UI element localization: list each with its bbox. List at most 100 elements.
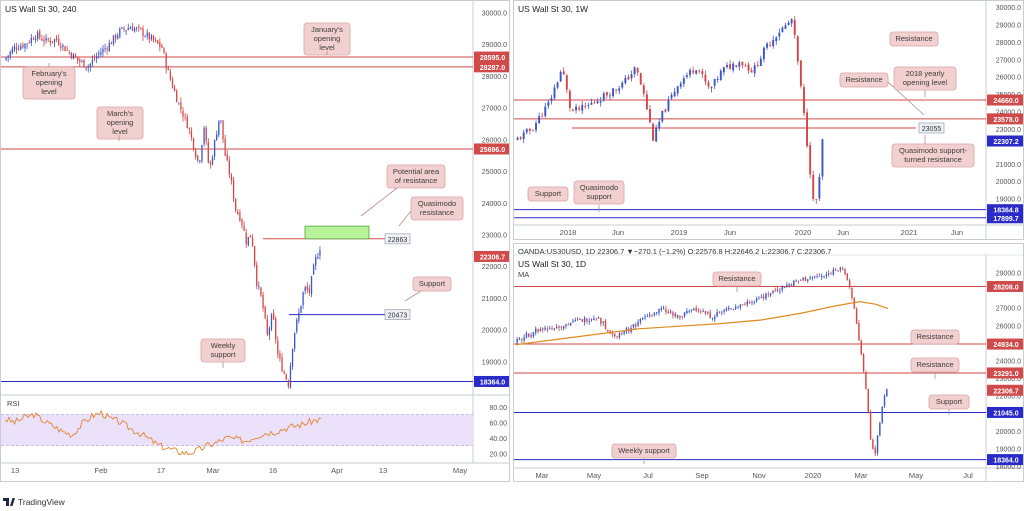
candle-daily-body xyxy=(609,330,611,334)
candle-weekly-body xyxy=(556,82,559,88)
callout-march-opening-text: level xyxy=(112,127,128,136)
candle-4h-body xyxy=(180,102,182,110)
candle-weekly-body xyxy=(762,47,765,60)
candle-4h-body xyxy=(270,314,273,330)
candle-daily-body xyxy=(632,324,635,328)
candle-daily-body xyxy=(576,319,579,321)
candle-4h-body xyxy=(277,340,279,355)
candle-4h-body xyxy=(79,59,81,62)
candle-weekly-body xyxy=(670,95,673,99)
candle-4h-body xyxy=(70,52,73,58)
candle-weekly-body xyxy=(599,101,602,103)
chart-4h[interactable]: 30000.0 29000.0 28000.0 27000.0 26000.0 25000… xyxy=(1,1,510,482)
candle-4h-body xyxy=(150,35,153,40)
candle-4h-body xyxy=(62,44,64,47)
price-tag-text: 24934.0 xyxy=(993,342,1018,349)
candle-4h-body xyxy=(195,150,197,157)
candle-4h-body xyxy=(9,51,11,56)
y-tick-label: 29000.0 xyxy=(996,22,1021,29)
candle-4h-body xyxy=(268,327,271,336)
candle-4h-body xyxy=(148,32,150,40)
candle-4h-body xyxy=(142,28,144,37)
level-value-box-text: 20473 xyxy=(388,313,408,320)
candle-daily-body xyxy=(535,328,537,333)
chart-weekly[interactable]: 30000.029000.028000.027000.026000.025000… xyxy=(514,1,1024,240)
candle-4h-body xyxy=(129,27,131,30)
callout-resistance-upper-text: Resistance xyxy=(895,34,932,43)
candle-daily-body xyxy=(841,268,844,270)
y-tick-label: 19000.0 xyxy=(996,197,1021,204)
candle-4h-body xyxy=(178,102,180,104)
chart-title-weekly: US Wall St 30, 1W xyxy=(518,4,589,14)
candle-4h-body xyxy=(188,128,190,130)
callout-march-opening-text: opening xyxy=(107,118,134,127)
candle-4h-body xyxy=(131,26,134,31)
candle-4h-body xyxy=(32,38,35,40)
candle-4h-body xyxy=(41,38,43,41)
candle-4h-body xyxy=(119,28,121,37)
candle-4h-body xyxy=(203,128,205,145)
candle-weekly-body xyxy=(655,127,658,142)
candle-4h-body xyxy=(226,154,228,161)
candle-daily-body xyxy=(681,315,683,317)
x-tick-label: May xyxy=(453,466,467,475)
candle-4h-body xyxy=(102,48,104,53)
candle-daily-body xyxy=(651,315,653,317)
callout-potential-resistance xyxy=(386,164,446,189)
candle-daily-body xyxy=(809,277,811,280)
candle-weekly-body xyxy=(710,87,713,89)
price-tag-text: 18364.8 xyxy=(993,208,1018,215)
level-value-box xyxy=(384,309,411,320)
candle-4h-body xyxy=(60,45,62,48)
y-tick-label: 19000.0 xyxy=(996,446,1021,453)
candle-daily-body xyxy=(528,333,530,338)
candle-4h-body xyxy=(136,27,138,29)
candle-daily-body xyxy=(790,284,793,286)
candle-weekly-body xyxy=(682,78,685,84)
candle-weekly-body xyxy=(781,27,784,33)
candle-4h-body xyxy=(272,312,275,320)
x-tick-label: May xyxy=(909,471,923,480)
candle-daily-body xyxy=(883,396,886,407)
candle-daily-body xyxy=(697,310,700,312)
candle-4h-body xyxy=(51,41,54,43)
price-tag-text: 21045.0 xyxy=(993,410,1018,417)
candle-daily-body xyxy=(614,333,616,337)
tradingview-logo[interactable]: TradingView xyxy=(3,497,65,507)
candle-daily-body xyxy=(653,312,656,316)
candle-daily-body xyxy=(618,333,621,338)
candle-daily-body xyxy=(611,332,614,335)
candle-4h-body xyxy=(47,39,49,41)
callout-support-pointer xyxy=(404,290,422,302)
y-tick-label: 24000.0 xyxy=(996,110,1021,117)
chart-daily[interactable]: 29000.027000.026000.025000.024000.023000… xyxy=(514,244,1024,482)
callout-quasimodo-resistance-text: Quasimodo xyxy=(418,199,456,208)
callout-resistance-upper-text: Resistance xyxy=(718,274,755,283)
candle-daily-body xyxy=(860,340,862,355)
candle-4h-body xyxy=(287,380,289,387)
candle-daily-body xyxy=(786,284,788,287)
callout-january-opening-text: opening xyxy=(314,34,341,43)
candle-weekly-body xyxy=(676,86,679,94)
candle-daily-body xyxy=(702,311,704,312)
candle-4h-body xyxy=(49,40,51,43)
candle-weekly-body xyxy=(547,102,550,106)
candle-4h-body xyxy=(173,87,176,92)
candle-4h-body xyxy=(125,30,127,32)
candle-daily-body xyxy=(555,326,558,329)
candle-daily-body xyxy=(525,333,528,338)
candle-4h-body xyxy=(245,232,247,244)
candle-daily-body xyxy=(728,307,730,310)
candle-weekly-body xyxy=(621,82,624,88)
candle-4h-body xyxy=(300,305,302,313)
candle-4h-body xyxy=(138,26,140,28)
candle-4h-body xyxy=(89,63,91,68)
candle-daily-body xyxy=(837,270,839,272)
price-tag-text: 25696.0 xyxy=(480,147,505,154)
y-tick-label: 27000.0 xyxy=(996,57,1021,64)
candle-daily-body xyxy=(521,339,523,341)
callout-february-opening-text: opening xyxy=(36,78,63,87)
y-tick-label: 23000.0 xyxy=(482,232,507,239)
candle-4h-body xyxy=(127,28,129,30)
candle-4h-body xyxy=(87,66,89,69)
